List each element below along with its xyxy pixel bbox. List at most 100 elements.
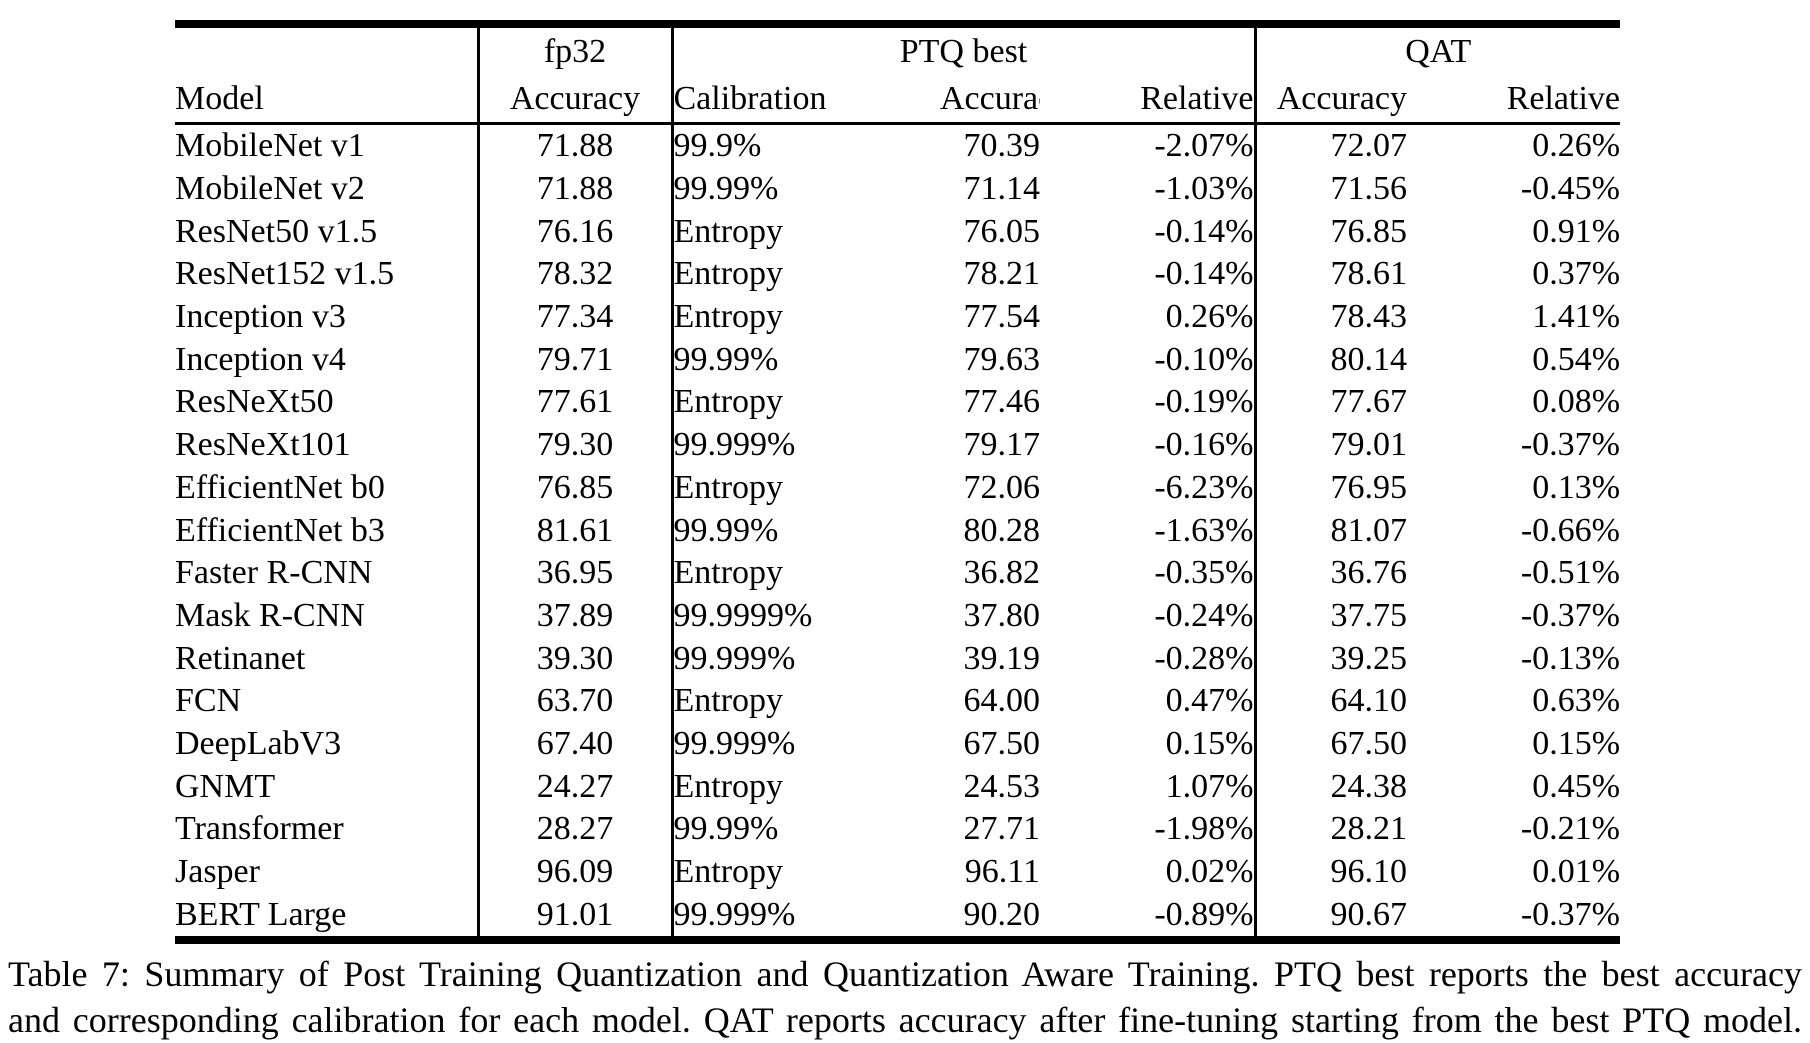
qat-relative-cell: -0.37%: [1520, 426, 1621, 464]
quantization-summary-table: fp32 PTQ best QAT Model Accuracy Calibra…: [175, 20, 1621, 945]
ptq-relative-cell: -6.23%: [1040, 466, 1257, 510]
qat-accuracy-cell: 76.95: [1330, 468, 1408, 506]
ptq-relative-cell: 1.07%: [1040, 765, 1257, 808]
ptq-relative-cell: 0.15%: [1040, 722, 1257, 766]
qat-relative-cell: 0.08%: [1532, 383, 1621, 421]
qat-relative-cell: -0.13%: [1520, 639, 1621, 677]
qat-relative-cell: 0.15%: [1532, 724, 1621, 762]
fp32-accuracy-cell: 77.34: [478, 295, 674, 339]
ptq-calibration-cell: Entropy: [673, 212, 784, 250]
qat-accuracy-cell: 72.07: [1330, 127, 1408, 165]
model-name-cell: Transformer: [175, 808, 480, 851]
qat-group-header: QAT: [1405, 33, 1472, 70]
qat-accuracy-cell: 78.61: [1330, 255, 1408, 293]
fp32-accuracy-cell: 79.71: [478, 338, 674, 382]
qat-accuracy-cell: 36.76: [1330, 554, 1408, 592]
model-name-cell: MobileNet v2: [175, 167, 480, 211]
model-group-header-blank: [175, 24, 480, 76]
qat-relative-cell: 0.45%: [1532, 767, 1621, 805]
fp32-accuracy-cell: 76.16: [478, 210, 674, 254]
model-name-cell: ResNet152 v1.5: [175, 253, 480, 296]
fp32-accuracy-cell: 37.89: [478, 594, 674, 638]
qat-accuracy-cell: 78.43: [1330, 298, 1408, 336]
fp32-accuracy-column-header: Accuracy: [478, 76, 674, 125]
qat-accuracy-cell: 79.01: [1330, 426, 1408, 464]
fp32-accuracy-cell: 76.85: [478, 466, 674, 510]
ptq-relative-column-header: Relative: [1040, 76, 1257, 125]
fp32-accuracy-cell: 24.27: [478, 765, 674, 808]
model-name-cell: Inception v3: [175, 295, 480, 339]
model-name-cell: Jasper: [175, 850, 480, 894]
ptq-accuracy-cell: 90.20: [963, 895, 1041, 933]
ptq-best-group-header: PTQ best: [672, 24, 1257, 76]
ptq-accuracy-cell: 96.11: [964, 853, 1040, 891]
table-row: EfficientNet b0 76.85 Entropy 72.06 -6.2…: [175, 466, 1621, 510]
qat-relative-cell: 0.37%: [1532, 255, 1621, 293]
table-row: GNMT 24.27 Entropy 24.53 1.07% 24.38 0.4…: [175, 765, 1620, 808]
ptq-accuracy-cell: 70.39: [963, 127, 1041, 165]
qat-accuracy-cell: 90.67: [1330, 895, 1408, 933]
fp32-group-header: fp32: [478, 24, 674, 76]
model-name-cell: EfficientNet b0: [175, 466, 480, 510]
ptq-relative-cell: -0.14%: [1040, 253, 1257, 296]
ptq-accuracy-cell: 72.06: [963, 468, 1041, 506]
qat-relative-cell: -0.51%: [1520, 554, 1621, 592]
qat-relative-cell: -0.66%: [1520, 511, 1621, 549]
table-row: MobileNet v1 71.88 99.9% 70.39 -2.07% 72…: [175, 123, 1620, 168]
group-header-row: fp32 PTQ best QAT: [175, 24, 1620, 76]
qat-relative-cell: 0.01%: [1532, 853, 1621, 891]
qat-relative-cell: 0.13%: [1532, 468, 1621, 506]
ptq-calibration-cell: 99.9%: [673, 127, 762, 165]
ptq-accuracy-cell: 77.46: [963, 383, 1041, 421]
model-name-cell: Inception v4: [175, 338, 480, 382]
table-row: Transformer 28.27 99.99% 27.71 -1.98% 28…: [175, 808, 1620, 851]
table-caption-line-2: and corresponding calibration for each m…: [8, 1000, 1802, 1040]
ptq-calibration-cell: Entropy: [673, 767, 784, 805]
qat-accuracy-cell: 76.85: [1330, 212, 1408, 250]
ptq-accuracy-cell: 39.19: [963, 639, 1041, 677]
ptq-accuracy-cell: 79.63: [963, 340, 1041, 378]
ptq-relative-cell: -0.16%: [1040, 423, 1257, 467]
ptq-accuracy-cell: 71.14: [963, 170, 1041, 208]
ptq-relative-cell: 0.26%: [1040, 295, 1257, 339]
ptq-calibration-cell: 99.99%: [673, 340, 779, 378]
table-row: BERT Large 91.01 99.999% 90.20 -0.89% 90…: [175, 893, 1620, 941]
qat-relative-cell: 1.41%: [1532, 298, 1621, 336]
table-caption: Table 7: Summary of Post Training Quanti…: [8, 951, 1802, 1043]
ptq-relative-cell: -0.28%: [1040, 637, 1257, 680]
qat-relative-cell: -0.37%: [1520, 596, 1621, 634]
qat-relative-cell: -0.21%: [1520, 810, 1621, 848]
fp32-accuracy-cell: 63.70: [478, 679, 674, 723]
column-header-row: Model Accuracy Calibration Accuracy Rela…: [175, 76, 1621, 125]
table-row: Inception v3 77.34 Entropy 77.54 0.26% 7…: [175, 295, 1621, 339]
fp32-accuracy-cell: 36.95: [478, 551, 674, 595]
table-row: Retinanet 39.30 99.999% 39.19 -0.28% 39.…: [175, 637, 1620, 680]
qat-accuracy-column-header: Accuracy: [1255, 76, 1407, 125]
ptq-calibration-cell: Entropy: [673, 468, 784, 506]
ptq-relative-cell: -0.89%: [1040, 893, 1257, 941]
ptq-accuracy-cell: 37.80: [963, 596, 1041, 634]
ptq-accuracy-cell: 27.71: [963, 810, 1041, 848]
qat-accuracy-cell: 24.38: [1330, 767, 1408, 805]
fp32-accuracy-cell: 81.61: [478, 509, 674, 552]
table-row: FCN 63.70 Entropy 64.00 0.47% 64.10 0.63…: [175, 679, 1620, 723]
ptq-accuracy-cell: 64.00: [963, 682, 1041, 720]
ptq-calibration-column-header: Calibration: [672, 76, 940, 125]
ptq-calibration-cell: Entropy: [673, 383, 784, 421]
table-row: ResNeXt101 79.30 99.999% 79.17 -0.16% 79…: [175, 423, 1621, 467]
table-row: ResNet50 v1.5 76.16 Entropy 76.05 -0.14%…: [175, 210, 1621, 254]
model-name-cell: Mask R-CNN: [175, 594, 480, 638]
ptq-calibration-cell: Entropy: [673, 255, 784, 293]
qat-accuracy-cell: 81.07: [1330, 511, 1408, 549]
qat-relative-cell: 0.91%: [1532, 212, 1621, 250]
ptq-relative-cell: -0.24%: [1040, 594, 1257, 638]
ptq-calibration-cell: Entropy: [673, 554, 784, 592]
ptq-calibration-cell: 99.9999%: [673, 596, 813, 634]
table-row: Inception v4 79.71 99.99% 79.63 -0.10% 8…: [175, 338, 1620, 382]
table-row: ResNeXt50 77.61 Entropy 77.46 -0.19% 77.…: [175, 381, 1620, 424]
ptq-accuracy-cell: 76.05: [963, 212, 1041, 250]
ptq-relative-cell: -0.35%: [1040, 551, 1257, 595]
qat-accuracy-cell: 39.25: [1330, 639, 1408, 677]
fp32-accuracy-cell: 78.32: [478, 253, 674, 296]
ptq-calibration-cell: 99.99%: [673, 170, 779, 208]
